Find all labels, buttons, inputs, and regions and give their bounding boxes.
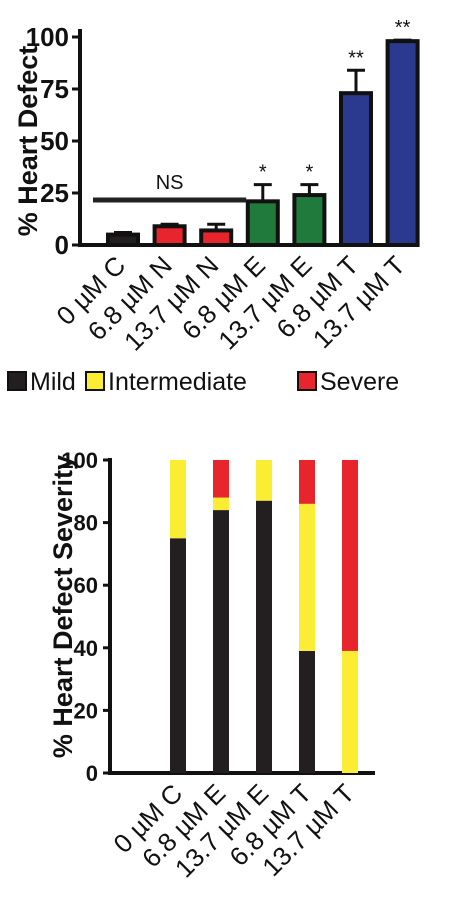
- stack-segment-intermediate: [170, 460, 186, 539]
- y-tick-label: 75: [40, 74, 69, 104]
- significance-label: *: [306, 162, 314, 184]
- stack-segment-intermediate: [299, 503, 315, 651]
- stack-segment-severe: [342, 460, 358, 651]
- stack-segment-mild: [170, 538, 186, 773]
- y-tick-label: 0: [86, 761, 98, 786]
- heart-defect-severity-chart: Mild Intermediate Severe % Heart Defect Sev…: [7, 368, 399, 883]
- y-tick-label: 20: [74, 698, 98, 723]
- stack-segment-intermediate: [256, 460, 272, 501]
- bar: [385, 39, 420, 247]
- stack-segment-severe: [213, 460, 229, 498]
- y-axis-label: % Heart Defect Severity: [48, 455, 78, 758]
- bar: [106, 232, 140, 248]
- y-tick-label: 80: [74, 511, 98, 536]
- stack-segment-intermediate: [342, 650, 358, 773]
- significance-label: *: [259, 162, 267, 184]
- legend-label-mild: Mild: [30, 368, 76, 396]
- legend-label-severe: Severe: [320, 368, 399, 396]
- y-tick-label: 60: [74, 573, 98, 598]
- stack-segment-intermediate: [213, 497, 229, 511]
- ns-label: NS: [156, 172, 184, 194]
- stack-segment-severe: [299, 460, 315, 504]
- significance-label: **: [395, 17, 411, 39]
- stack-segment-mild: [213, 510, 229, 773]
- bar: [245, 199, 280, 248]
- bar: [339, 91, 373, 247]
- legend-label-intermediate: Intermediate: [108, 368, 247, 396]
- significance-label: **: [348, 47, 364, 69]
- stack-segment-mild: [256, 500, 272, 773]
- bar: [152, 224, 187, 247]
- bar: [199, 228, 234, 248]
- y-tick-label: 0: [55, 230, 69, 260]
- y-axis-label: % Heart Defect: [13, 46, 43, 237]
- stack-segment-mild: [299, 650, 315, 773]
- y-tick-label: 50: [40, 126, 69, 156]
- y-tick-label: 40: [74, 636, 98, 661]
- y-tick-label: 25: [40, 178, 69, 208]
- bar: [292, 193, 327, 247]
- legend-swatch-severe: [297, 371, 317, 391]
- y-tick-label: 100: [61, 448, 98, 473]
- legend-swatch-intermediate: [85, 371, 105, 391]
- y-tick-label: 100: [26, 22, 69, 52]
- legend-swatch-mild: [7, 371, 27, 391]
